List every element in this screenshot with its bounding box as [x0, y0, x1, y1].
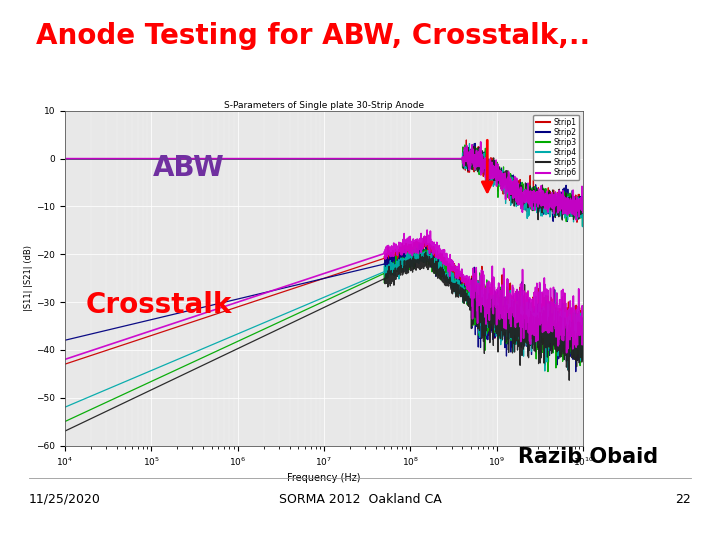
Y-axis label: |S11| |S21| (dB): |S11| |S21| (dB) — [24, 245, 33, 311]
Legend: Strip1, Strip2, Strip3, Strip4, Strip5, Strip6: Strip1, Strip2, Strip3, Strip4, Strip5, … — [534, 114, 580, 180]
Text: 22: 22 — [675, 493, 691, 506]
Text: 11/25/2020: 11/25/2020 — [29, 493, 101, 506]
X-axis label: Frequency (Hz): Frequency (Hz) — [287, 473, 361, 483]
Title: S-Parameters of Single plate 30-Strip Anode: S-Parameters of Single plate 30-Strip An… — [224, 101, 424, 110]
Text: Razib Obaid: Razib Obaid — [518, 447, 659, 467]
Text: Anode Testing for ABW, Crosstalk,..: Anode Testing for ABW, Crosstalk,.. — [36, 22, 590, 50]
Text: SORMA 2012  Oakland CA: SORMA 2012 Oakland CA — [279, 493, 441, 506]
Text: Crosstalk: Crosstalk — [86, 291, 232, 319]
Text: ABW: ABW — [153, 153, 225, 181]
